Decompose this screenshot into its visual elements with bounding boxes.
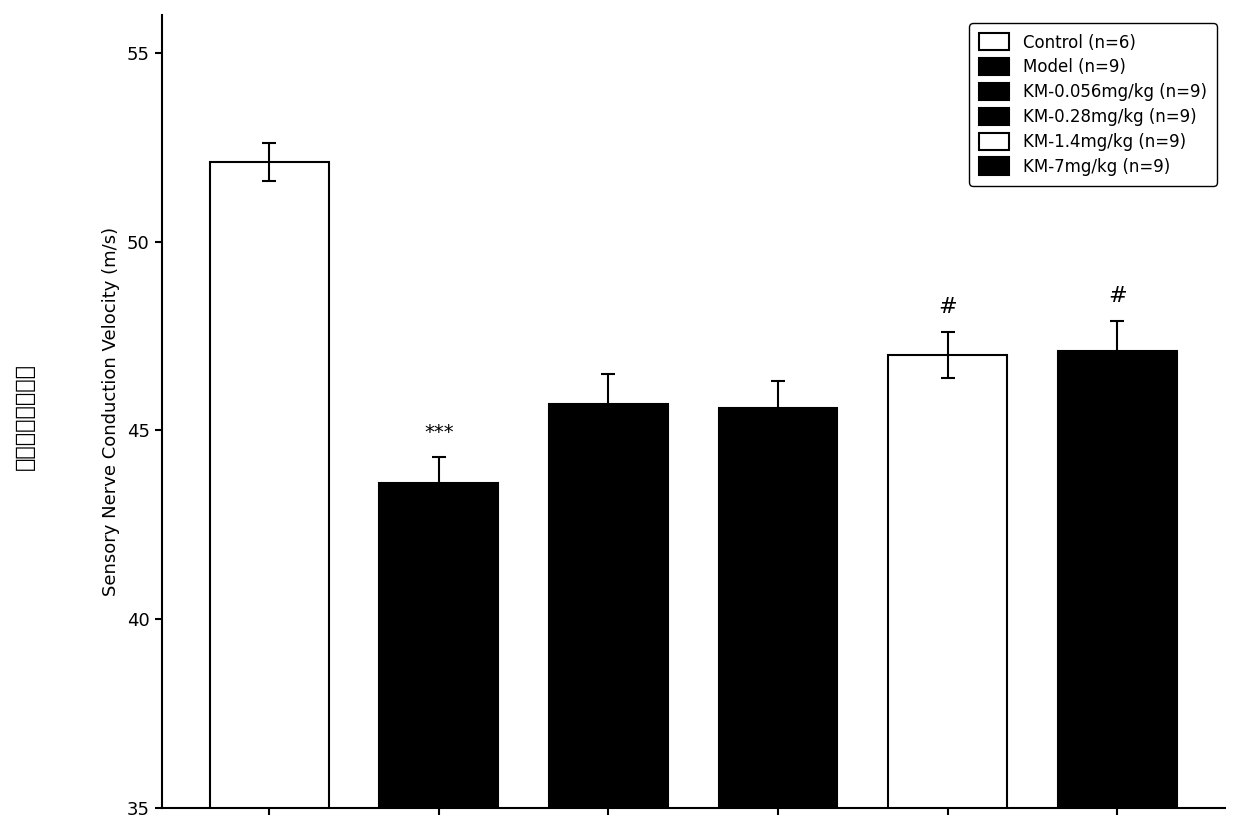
Bar <box>210 163 329 834</box>
Y-axis label: Sensory Nerve Conduction Velocity (m/s): Sensory Nerve Conduction Velocity (m/s) <box>102 227 120 596</box>
Bar <box>379 483 498 834</box>
Legend: Control (n=6), Model (n=9), KM-0.056mg/kg (n=9), KM-0.28mg/kg (n=9), KM-1.4mg/kg: Control (n=6), Model (n=9), KM-0.056mg/k… <box>970 23 1216 186</box>
Bar <box>1058 351 1177 834</box>
Bar <box>719 408 837 834</box>
Text: ***: *** <box>424 423 454 442</box>
Bar <box>549 404 668 834</box>
Text: 坐骨神经传导速度: 坐骨神经传导速度 <box>15 364 35 470</box>
Text: #: # <box>939 297 957 317</box>
Bar <box>888 354 1007 834</box>
Text: #: # <box>1107 286 1127 306</box>
